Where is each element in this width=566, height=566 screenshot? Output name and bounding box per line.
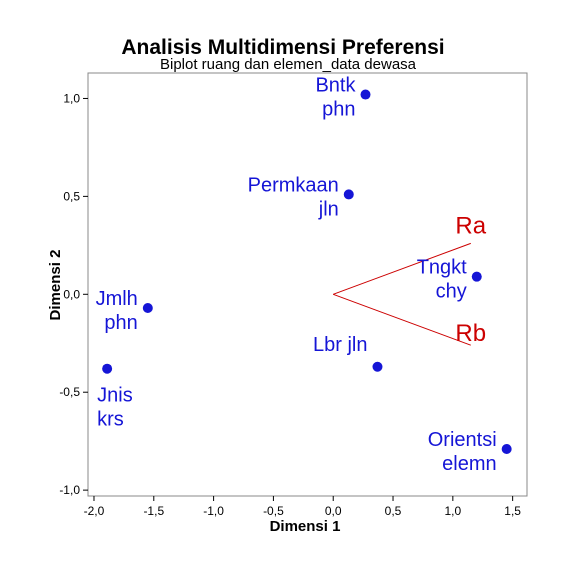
chart-subtitle: Biplot ruang dan elemen_data dewasa <box>160 56 417 73</box>
y-tick-label: 0,5 <box>63 189 80 203</box>
vector-label-ra: Ra <box>455 212 486 239</box>
x-tick-label: -1,0 <box>203 504 224 518</box>
points-layer: Bntk phn Permkaan jln Tngkt chy Jmlh phn Lbr jln… <box>96 75 512 475</box>
data-point <box>360 89 371 100</box>
y-tick-label: 0,0 <box>63 287 80 301</box>
plot-area-frame <box>87 72 528 497</box>
x-tick-label: 0,0 <box>325 504 342 518</box>
x-tick-label: 0,5 <box>385 504 402 518</box>
data-point <box>372 361 383 372</box>
point-label: Bntk phn <box>315 75 356 121</box>
point-label: Tngkt chy <box>417 257 467 303</box>
y-tick-label: 1,0 <box>63 91 80 105</box>
point-label: Jnis krs <box>97 385 133 431</box>
point-label: Orientsi elemn <box>428 429 497 475</box>
x-tick-label: -1,5 <box>143 504 164 518</box>
x-tick-label: -0,5 <box>263 504 284 518</box>
x-axis-label: Dimensi 1 <box>270 518 341 535</box>
point-label: Jmlh phn <box>96 288 138 334</box>
x-tick-label: -2,0 <box>84 504 105 518</box>
axes: -2,0 -1,5 -1,0 -0,5 0,0 0,5 1,0 1,5 -1,0 -0,5 0,0 0… <box>59 91 521 518</box>
vector-label-rb: Rb <box>455 320 486 347</box>
data-point <box>343 189 354 200</box>
data-point <box>501 444 512 454</box>
chart-title: Analisis Multidimensi Preferensi <box>121 36 444 59</box>
y-tick-label: -1,0 <box>59 483 80 497</box>
vector-layer: Ra Rb <box>333 212 487 347</box>
data-point <box>142 303 153 313</box>
y-axis-label: Dimensi 2 <box>47 250 64 321</box>
x-tick-label: 1,0 <box>444 504 461 518</box>
x-tick-label: 1,5 <box>504 504 521 518</box>
vector-line-rb <box>333 293 471 346</box>
data-point <box>102 363 113 374</box>
y-tick-label: -0,5 <box>59 385 80 399</box>
point-label: Lbr jln <box>313 334 367 356</box>
vector-line-ra <box>333 242 471 295</box>
data-point <box>471 271 482 282</box>
point-label: Permkaan jln <box>248 174 339 220</box>
